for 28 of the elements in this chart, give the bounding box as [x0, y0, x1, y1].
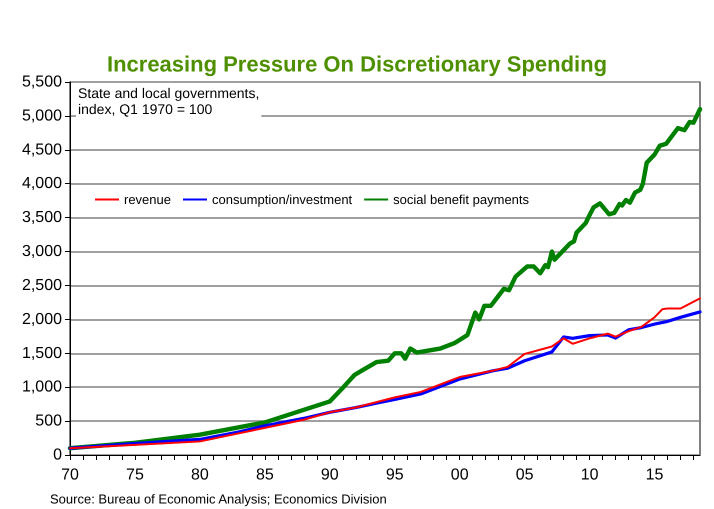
y-tick-label: 500: [35, 412, 62, 430]
x-tick-label: 90: [320, 466, 339, 484]
y-tick-label: 2,500: [22, 276, 62, 294]
chart-title: Increasing Pressure On Discretionary Spending: [106, 52, 608, 76]
y-tick-label: 2,000: [22, 310, 62, 328]
legend-label: revenue: [124, 192, 171, 207]
annotation: State and local governments, index, Q1 1970 = 100: [78, 85, 260, 117]
legend-label: social benefit payments: [393, 192, 530, 207]
x-tick-label: 05: [516, 466, 534, 484]
x-tick-label: 75: [126, 466, 144, 484]
y-tick-label: 1,500: [22, 344, 62, 362]
x-tick-label: 70: [61, 466, 79, 484]
x-tick-label: 10: [580, 466, 599, 484]
x-tick-label: 00: [450, 466, 469, 484]
y-tick-label: 0: [53, 446, 62, 464]
y-tick-label: 5,000: [22, 107, 62, 124]
source-note: Source: Bureau of Economic Analysis; Economics Division: [50, 492, 387, 506]
y-tick-label: 4,000: [22, 175, 62, 192]
y-tick-label: 3,500: [22, 209, 62, 226]
x-tick-label: 95: [386, 466, 404, 484]
y-tick-label: 3,000: [22, 243, 62, 260]
y-tick-label: 4,500: [22, 141, 62, 158]
x-tick-label: 15: [646, 466, 664, 484]
x-tick-label: 80: [191, 466, 209, 484]
legend-label: consumption/investment: [212, 192, 353, 207]
x-tick-label: 85: [256, 466, 274, 484]
y-tick-label: 1,000: [22, 378, 62, 396]
y-tick-label: 5,500: [22, 74, 62, 90]
